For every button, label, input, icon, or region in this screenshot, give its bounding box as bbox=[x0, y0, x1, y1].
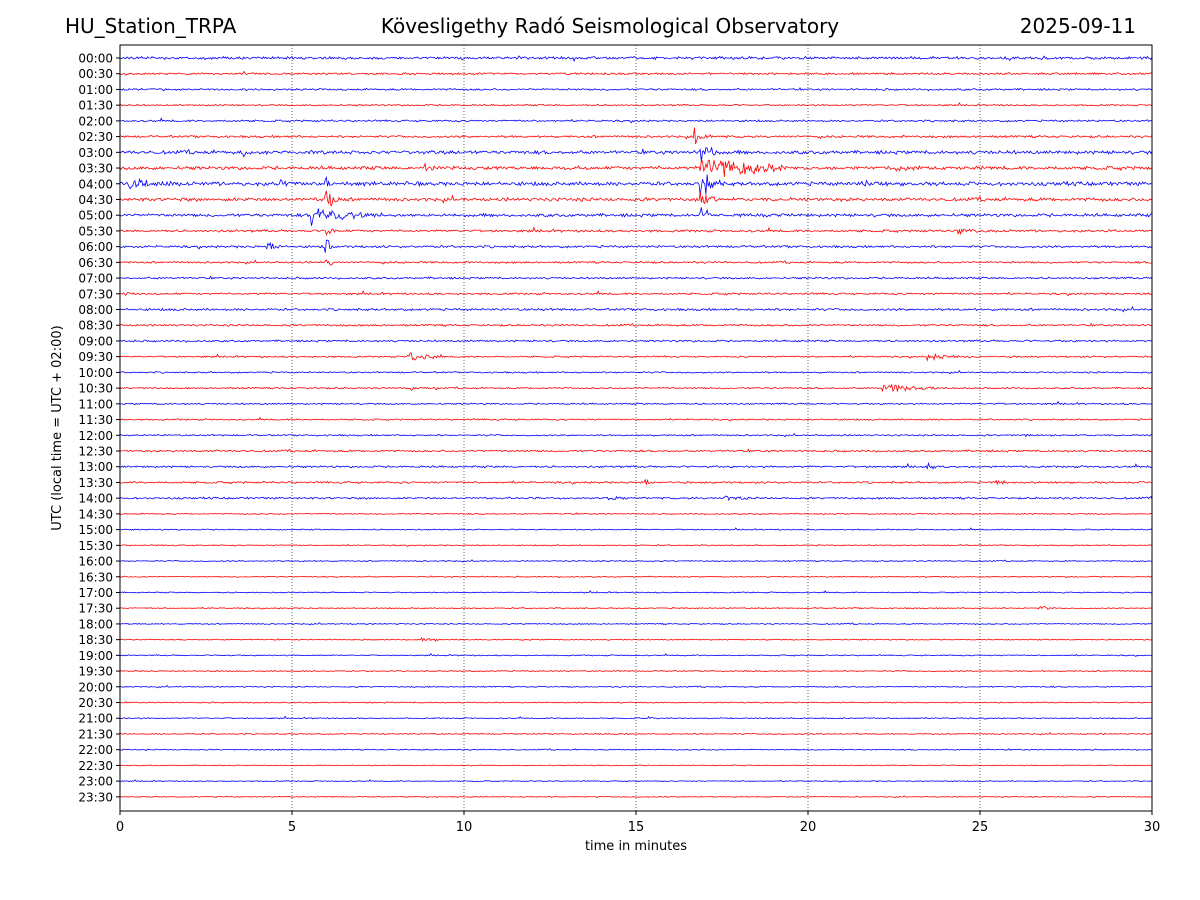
x-tick-label: 0 bbox=[116, 820, 124, 835]
chart-title: Kövesligethy Radó Seismological Observat… bbox=[380, 14, 840, 38]
y-tick-label: 13:00 bbox=[78, 460, 113, 474]
trace-1500 bbox=[119, 527, 1153, 531]
y-tick-label: 02:30 bbox=[78, 130, 113, 144]
y-tick-label: 13:30 bbox=[78, 476, 113, 490]
y-tick-label: 06:30 bbox=[78, 256, 113, 270]
x-tick-label: 30 bbox=[1144, 820, 1161, 835]
y-tick-label: 21:30 bbox=[78, 727, 113, 741]
y-tick-label: 23:30 bbox=[78, 790, 113, 804]
y-tick-label: 00:00 bbox=[78, 52, 113, 66]
station-name: HU_Station_TRPA bbox=[65, 14, 237, 38]
y-tick-label: 08:00 bbox=[78, 303, 113, 317]
y-tick-label: 00:30 bbox=[78, 67, 113, 81]
y-tick-label: 02:00 bbox=[78, 114, 113, 128]
y-tick-label: 04:00 bbox=[78, 177, 113, 191]
y-tick-label: 04:30 bbox=[78, 193, 113, 207]
y-tick-label: 01:00 bbox=[78, 83, 113, 97]
trace-1730 bbox=[119, 605, 1153, 610]
x-tick-label: 20 bbox=[800, 820, 817, 835]
y-tick-label: 19:30 bbox=[78, 665, 113, 679]
x-axis: 0 5 10 15 20 25 30 bbox=[116, 811, 1160, 835]
trace-0900 bbox=[119, 339, 1153, 343]
y-tick-label: 12:30 bbox=[78, 445, 113, 459]
gridlines bbox=[291, 45, 981, 811]
y-tick-label: 09:00 bbox=[78, 334, 113, 348]
trace-2200 bbox=[119, 748, 1153, 751]
y-tick-label: 18:00 bbox=[78, 617, 113, 631]
y-tick-label: 11:00 bbox=[78, 397, 113, 411]
y-tick-label: 14:00 bbox=[78, 492, 113, 506]
x-tick-label: 25 bbox=[972, 820, 989, 835]
y-tick-label: 15:30 bbox=[78, 539, 113, 553]
trace-1230 bbox=[119, 448, 1153, 453]
y-tick-label: 07:00 bbox=[78, 272, 113, 286]
y-tick-label: 09:30 bbox=[78, 350, 113, 364]
y-tick-label: 19:00 bbox=[78, 649, 113, 663]
trace-0230 bbox=[119, 127, 1153, 145]
y-tick-label: 03:00 bbox=[78, 146, 113, 160]
trace-1900 bbox=[119, 653, 1153, 657]
y-tick-label: 14:30 bbox=[78, 507, 113, 521]
y-tick-label: 10:00 bbox=[78, 366, 113, 380]
y-tick-label: 05:00 bbox=[78, 209, 113, 223]
chart-date: 2025-09-11 bbox=[1019, 14, 1136, 38]
trace-2330 bbox=[119, 795, 1153, 799]
y-tick-label: 06:00 bbox=[78, 240, 113, 254]
x-axis-label: time in minutes bbox=[585, 839, 687, 854]
trace-1330 bbox=[119, 478, 1153, 486]
trace-1100 bbox=[119, 400, 1153, 406]
y-tick-label: 21:00 bbox=[78, 712, 113, 726]
y-tick-label: 18:30 bbox=[78, 633, 113, 647]
y-tick-label: 07:30 bbox=[78, 287, 113, 301]
y-tick-label: 11:30 bbox=[78, 413, 113, 427]
y-tick-label: 20:30 bbox=[78, 696, 113, 710]
y-tick-label: 22:30 bbox=[78, 759, 113, 773]
trace-1930 bbox=[119, 669, 1153, 673]
y-tick-label: 17:30 bbox=[78, 602, 113, 616]
y-tick-label: 23:00 bbox=[78, 775, 113, 789]
y-tick-label: 15:00 bbox=[78, 523, 113, 537]
x-tick-label: 15 bbox=[628, 820, 645, 835]
y-tick-label: 17:00 bbox=[78, 586, 113, 600]
trace-0100 bbox=[119, 86, 1153, 92]
y-tick-label: 20:00 bbox=[78, 680, 113, 694]
y-tick-label: 22:00 bbox=[78, 743, 113, 757]
trace-2130 bbox=[119, 732, 1152, 736]
x-tick-label: 5 bbox=[288, 820, 296, 835]
y-tick-label: 01:30 bbox=[78, 99, 113, 113]
trace-0300 bbox=[119, 146, 1153, 163]
y-tick-label: 08:30 bbox=[78, 319, 113, 333]
trace-1700 bbox=[119, 590, 1153, 594]
y-tick-label: 16:30 bbox=[78, 570, 113, 584]
y-tick-label: 05:30 bbox=[78, 224, 113, 238]
y-tick-label: 16:00 bbox=[78, 555, 113, 569]
y-tick-label: 10:30 bbox=[78, 382, 113, 396]
y-tick-label: 12:00 bbox=[78, 429, 113, 443]
trace-1530 bbox=[119, 543, 1153, 547]
x-tick-label: 10 bbox=[456, 820, 473, 835]
y-tick-label: 03:30 bbox=[78, 162, 113, 176]
y-axis-label: UTC (local time = UTC + 02:00) bbox=[50, 325, 65, 530]
